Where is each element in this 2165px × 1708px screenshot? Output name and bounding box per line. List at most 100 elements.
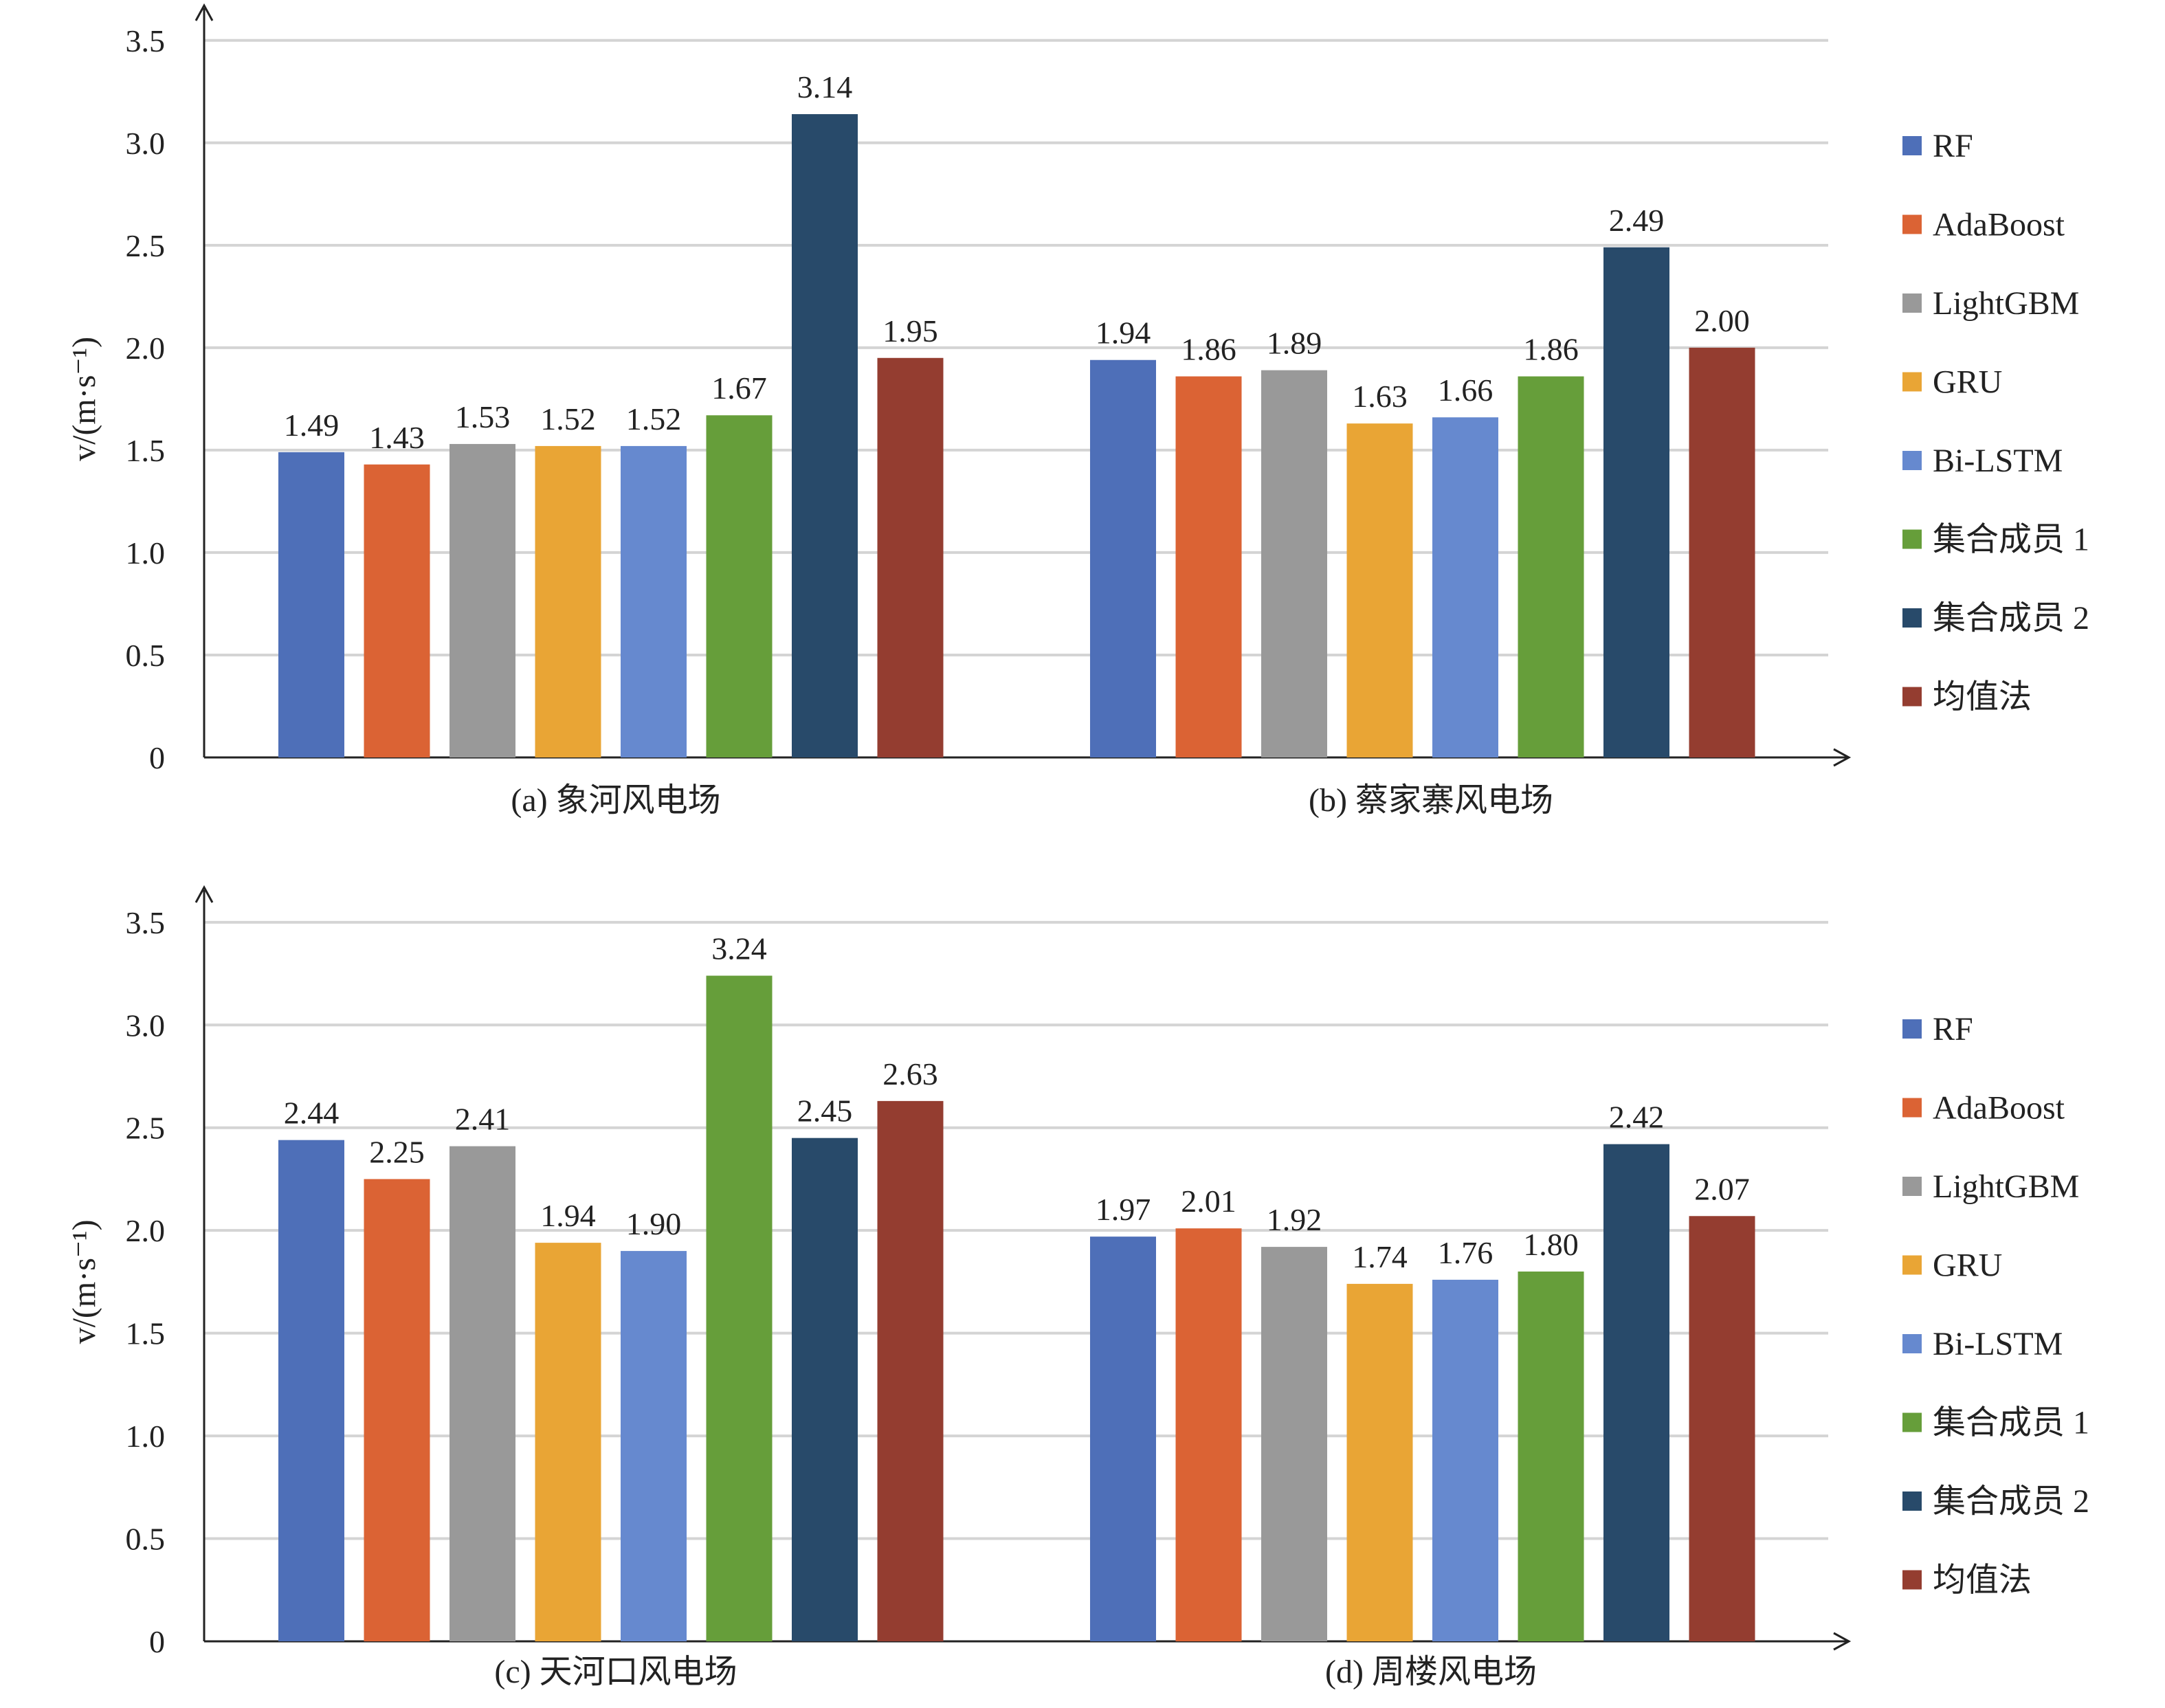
legend-label: AdaBoost: [1933, 1090, 2065, 1127]
legend-label: 集合成员 2: [1933, 1483, 2089, 1520]
bar: [278, 452, 344, 757]
legend-swatch: [1902, 214, 1922, 234]
y-axis-arrow: [195, 885, 214, 903]
legend-swatch: [1902, 687, 1922, 707]
bar: [1346, 1283, 1413, 1641]
y-tick-label: 1.5: [126, 1316, 166, 1351]
y-tick-label: 0: [149, 1624, 165, 1659]
bar: [1603, 247, 1669, 758]
category-label: (b) 蔡家寨风电场: [1309, 782, 1553, 819]
bar-value-label: 2.44: [284, 1096, 340, 1131]
y-tick-label: 3.0: [126, 126, 166, 161]
legend-label: RF: [1933, 1011, 1973, 1047]
bar-value-label: 2.00: [1694, 303, 1750, 338]
bar: [535, 1243, 601, 1641]
bar-value-label: 2.63: [882, 1056, 938, 1091]
x-axis-arrow: [1833, 1632, 1852, 1651]
bar: [792, 114, 858, 757]
bar-value-label: 1.94: [1096, 315, 1151, 351]
y-tick-label: 2.5: [126, 228, 166, 263]
legend-swatch: [1902, 1019, 1922, 1039]
bar-value-label: 2.42: [1609, 1100, 1665, 1135]
legend-swatch: [1902, 1255, 1922, 1275]
bar: [706, 975, 773, 1641]
legend-label: 集合成员 1: [1933, 1405, 2089, 1441]
y-tick-label: 0: [149, 740, 165, 775]
legend-label: 均值法: [1933, 1562, 2032, 1599]
legend-label: RF: [1933, 128, 1973, 164]
bar: [1518, 376, 1584, 757]
bar: [1689, 347, 1755, 757]
legend-swatch: [1902, 1177, 1922, 1196]
legend-swatch: [1902, 1570, 1922, 1590]
bar-value-label: 2.25: [369, 1134, 425, 1169]
y-axis-label: v/(m·s⁻¹): [66, 1219, 102, 1344]
bar-value-label: 1.43: [369, 420, 425, 455]
legend-swatch: [1902, 529, 1922, 549]
legend-label: Bi-LSTM: [1933, 443, 2063, 479]
legend-swatch: [1902, 1491, 1922, 1511]
bar-value-label: 1.89: [1267, 326, 1322, 361]
bar: [1175, 376, 1242, 757]
bar: [364, 464, 430, 757]
bar-value-label: 1.80: [1523, 1227, 1579, 1262]
category-label: (a) 象河风电场: [511, 782, 720, 819]
bar: [449, 1146, 515, 1641]
bar: [278, 1140, 344, 1641]
y-tick-label: 2.0: [126, 331, 166, 366]
bar-value-label: 1.66: [1438, 373, 1494, 408]
bar-value-label: 3.24: [711, 931, 767, 966]
legend-swatch: [1902, 451, 1922, 470]
legend-swatch: [1902, 1098, 1922, 1118]
legend-label: 均值法: [1933, 679, 2032, 716]
bar-value-label: 1.76: [1438, 1235, 1494, 1270]
bar-value-label: 2.45: [797, 1094, 853, 1129]
y-tick-label: 2.5: [126, 1111, 166, 1146]
y-tick-label: 3.0: [126, 1008, 166, 1043]
bar: [1689, 1216, 1755, 1641]
legend-swatch: [1902, 1412, 1922, 1432]
bar: [535, 445, 601, 757]
bar-value-label: 1.86: [1523, 332, 1579, 367]
bar: [621, 445, 687, 757]
bar-value-label: 2.01: [1181, 1184, 1236, 1219]
legend-label: 集合成员 2: [1933, 600, 2089, 636]
y-tick-label: 2.0: [126, 1213, 166, 1248]
bar: [792, 1138, 858, 1641]
bar: [1261, 1247, 1327, 1641]
bar: [449, 443, 515, 757]
bar: [1603, 1144, 1669, 1641]
y-tick-label: 1.0: [126, 1419, 166, 1454]
legend-label: 集合成员 1: [1933, 522, 2089, 558]
bar: [877, 357, 944, 757]
bar-value-label: 1.92: [1267, 1202, 1322, 1237]
bar-value-label: 3.14: [797, 69, 853, 104]
bar-value-label: 1.90: [626, 1206, 682, 1241]
bar: [1175, 1228, 1242, 1641]
bar-value-label: 1.52: [540, 401, 596, 436]
bar: [1432, 417, 1498, 757]
legend-swatch: [1902, 372, 1922, 392]
bar-value-label: 1.94: [540, 1198, 596, 1233]
bar: [1090, 1236, 1156, 1641]
legend-swatch: [1902, 293, 1922, 313]
y-tick-label: 0.5: [126, 638, 166, 673]
bar: [621, 1251, 687, 1641]
y-tick-label: 0.5: [126, 1522, 166, 1557]
bar-value-label: 1.86: [1181, 332, 1236, 367]
y-tick-label: 1.5: [126, 433, 166, 468]
x-axis-arrow: [1833, 748, 1852, 767]
bar-value-label: 1.63: [1352, 379, 1408, 414]
legend-label: Bi-LSTM: [1933, 1326, 2063, 1362]
y-tick-label: 1.0: [126, 535, 166, 570]
bar-value-label: 1.97: [1096, 1192, 1151, 1227]
bar-value-label: 1.74: [1352, 1239, 1408, 1274]
bar: [1518, 1271, 1584, 1641]
bar: [1432, 1279, 1498, 1641]
bar-value-label: 2.07: [1694, 1171, 1750, 1206]
bar: [706, 415, 773, 757]
legend-swatch: [1902, 1334, 1922, 1353]
y-axis-label: v/(m·s⁻¹): [66, 337, 102, 461]
legend-label: GRU: [1933, 364, 2002, 401]
